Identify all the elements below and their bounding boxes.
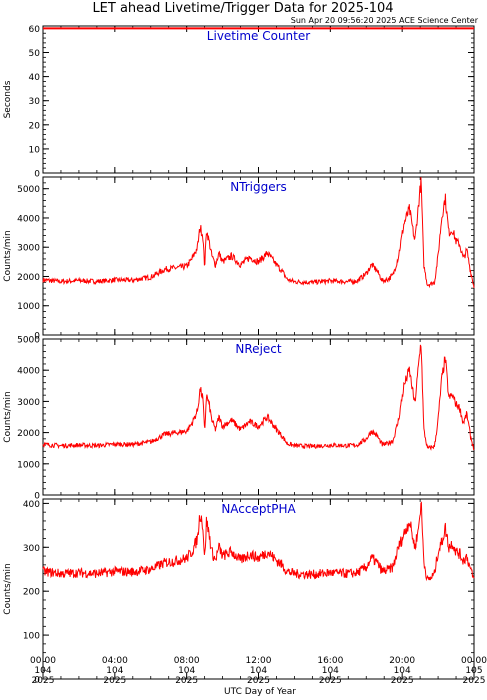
y-axis-label: Counts/min [3,391,13,442]
y-tick-label: 3000 [17,244,40,254]
x-tick-time: 00:00 [461,656,487,666]
y-tick-label: 50 [29,49,41,59]
y-tick-label: 200 [23,588,40,598]
y-tick-label: 40 [29,73,41,83]
x-tick-time: 00:00 [30,656,56,666]
x-tick-doy: 104 [178,666,195,676]
y-tick-label: 1000 [17,302,40,312]
y-tick-label: 400 [23,500,40,510]
x-tick-year: 2025 [463,676,486,686]
y-tick-label: 100 [23,632,40,642]
x-tick-time: 20:00 [389,656,415,666]
y-tick-label: 4000 [17,214,40,224]
x-tick-doy: 104 [394,666,411,676]
y-tick-label: 60 [29,25,41,35]
x-tick-time: 16:00 [317,656,343,666]
y-tick-label: 5000 [17,336,40,346]
x-tick-doy: 105 [465,666,482,676]
panel-4: 0 100 200 300 400 Counts/min NAcceptPHA [3,498,475,686]
panel-3: 0 1000 2000 3000 4000 5000 Counts/min NReject [3,336,475,502]
panel-frame [42,338,475,496]
y-tick-label: 0 [34,676,40,686]
x-axis: 00:00104202504:00104202508:00104202512:0… [30,656,487,686]
x-tick-doy: 104 [34,666,51,676]
x-tick-year: 2025 [32,676,55,686]
x-tick-time: 12:00 [246,656,272,666]
panel-2: 0 1000 2000 3000 4000 5000 Counts/min NTriggers [3,176,475,342]
y-axis-label: Counts/min [3,230,13,281]
y-tick-label: 0 [34,492,40,502]
y-tick-label: 1000 [17,460,40,470]
y-tick-label: 0 [34,170,40,180]
series-line [42,501,475,582]
panel-title: NTriggers [230,180,287,194]
x-tick-year: 2025 [103,676,126,686]
y-tick-label: 3000 [17,398,40,408]
x-tick-year: 2025 [319,676,342,686]
panel-title: NAcceptPHA [221,502,296,516]
x-tick-year: 2025 [391,676,414,686]
panel-title: Livetime Counter [207,29,310,43]
y-tick-label: 10 [29,145,41,155]
y-tick-label: 2000 [17,273,40,283]
y-tick-label: 30 [29,97,41,107]
y-tick-label: 5000 [17,185,40,195]
x-tick-doy: 104 [322,666,339,676]
y-tick-label: 20 [29,121,41,131]
x-tick-time: 08:00 [174,656,200,666]
panels-group: 0 10 20 30 40 50 60 Seconds Livetime Counter 0 100… [3,25,475,686]
x-tick-doy: 104 [106,666,123,676]
y-tick-label: 2000 [17,429,40,439]
x-axis-label: UTC Day of Year [224,687,296,697]
chart-subtitle: Sun Apr 20 09:56:20 2025 ACE Science Cen… [291,16,479,25]
x-tick-year: 2025 [247,676,270,686]
panel-title: NReject [235,342,281,356]
series-line [42,176,475,289]
y-axis-label: Seconds [3,80,13,118]
y-axis-label: Counts/min [3,563,13,614]
y-tick-label: 4000 [17,367,40,377]
panel-1: 0 10 20 30 40 50 60 Seconds Livetime Counter [3,25,475,180]
panel-frame [42,176,475,336]
y-tick-label: 0 [34,332,40,342]
panel-frame [42,25,475,174]
x-tick-doy: 104 [250,666,267,676]
series-line [42,344,475,451]
x-tick-time: 04:00 [102,656,128,666]
x-tick-year: 2025 [175,676,198,686]
chart-title: LET ahead Livetime/Trigger Data for 2025… [92,1,393,16]
y-tick-label: 300 [23,544,40,554]
